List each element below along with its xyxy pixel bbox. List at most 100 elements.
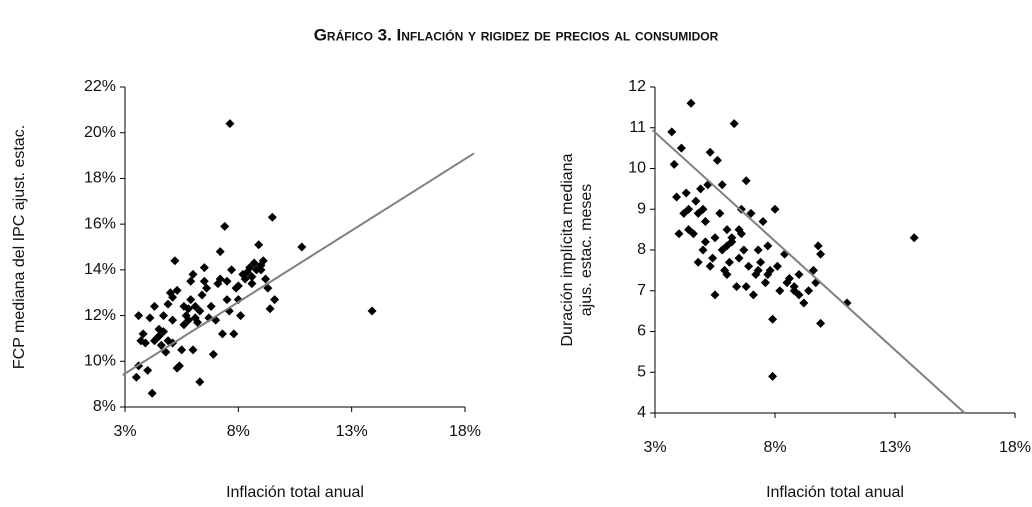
point [251,265,261,275]
y-tick-label: 8% [93,398,116,415]
point [149,336,159,346]
point [672,192,682,202]
point [816,318,826,328]
point [727,233,737,243]
y-axis-label: Duración implícita mediana [559,153,576,346]
point [722,241,732,251]
point [188,269,198,279]
x-tick-label: 13% [336,423,368,440]
figure-title: Gráfico 3. Inflación y rigidez de precio… [314,25,719,44]
y-tick-label: 7 [637,282,646,299]
point [190,313,200,323]
point [233,295,243,305]
y-tick-label: 6 [637,323,646,340]
point [768,314,778,324]
x-axis-label: Inflación total anual [766,484,904,501]
point [233,281,243,291]
point [186,276,196,286]
point [688,229,698,239]
point [254,240,264,250]
y-tick-label: 10% [84,353,116,370]
point [768,371,778,381]
point [172,285,182,295]
point [134,311,144,321]
point [183,315,193,325]
point [256,265,266,275]
point [674,229,684,239]
point [710,233,720,243]
point [217,329,227,339]
point [267,212,277,222]
y-tick-label: 22% [84,78,116,95]
point [696,184,706,194]
point [746,208,756,218]
point [698,204,708,214]
point [705,147,715,157]
point [708,253,718,263]
point [710,290,720,300]
point [770,204,780,214]
point [772,261,782,271]
point [195,306,205,316]
point [197,290,207,300]
point [676,143,686,153]
point [722,269,732,279]
y-axis-label: ajus. estac. meses [578,184,595,317]
point [170,256,180,266]
point [179,320,189,330]
point [700,216,710,226]
x-tick-label: 13% [879,439,911,456]
point [722,225,732,235]
point [700,237,710,247]
point [816,249,826,259]
point [199,276,209,286]
point [763,269,773,279]
point [693,257,703,267]
x-tick-label: 18% [999,439,1031,456]
point [168,292,178,302]
point [247,279,257,289]
point [247,272,257,282]
point [729,119,739,129]
point [741,282,751,292]
point [667,127,677,137]
point [154,331,164,341]
point [756,257,766,267]
point [249,258,259,268]
point [732,282,742,292]
point [159,327,169,337]
y-tick-label: 16% [84,215,116,232]
y-tick-label: 9 [637,200,646,217]
point [734,253,744,263]
point [156,340,166,350]
y-axis-label: FCP mediana del IPC ajust. estac. [11,125,28,369]
x-tick-label: 18% [449,423,481,440]
point [149,301,159,311]
point [190,301,200,311]
point [686,98,696,108]
point [909,233,919,243]
x-axis-label: Inflación total anual [226,484,364,501]
point [684,204,694,214]
point [297,242,307,252]
point [188,345,198,355]
point [208,349,218,359]
point [222,276,232,286]
point [705,261,715,271]
point [215,274,225,284]
point [717,180,727,190]
point [220,221,230,231]
point [222,295,232,305]
point [225,119,235,129]
point [265,304,275,314]
point [159,311,169,321]
x-tick-label: 3% [113,423,136,440]
point [681,188,691,198]
point [804,286,814,296]
trend-line [651,129,966,414]
point [748,290,758,300]
point [669,159,679,169]
y-tick-label: 12 [628,78,646,95]
point [199,263,209,273]
point [143,365,153,375]
